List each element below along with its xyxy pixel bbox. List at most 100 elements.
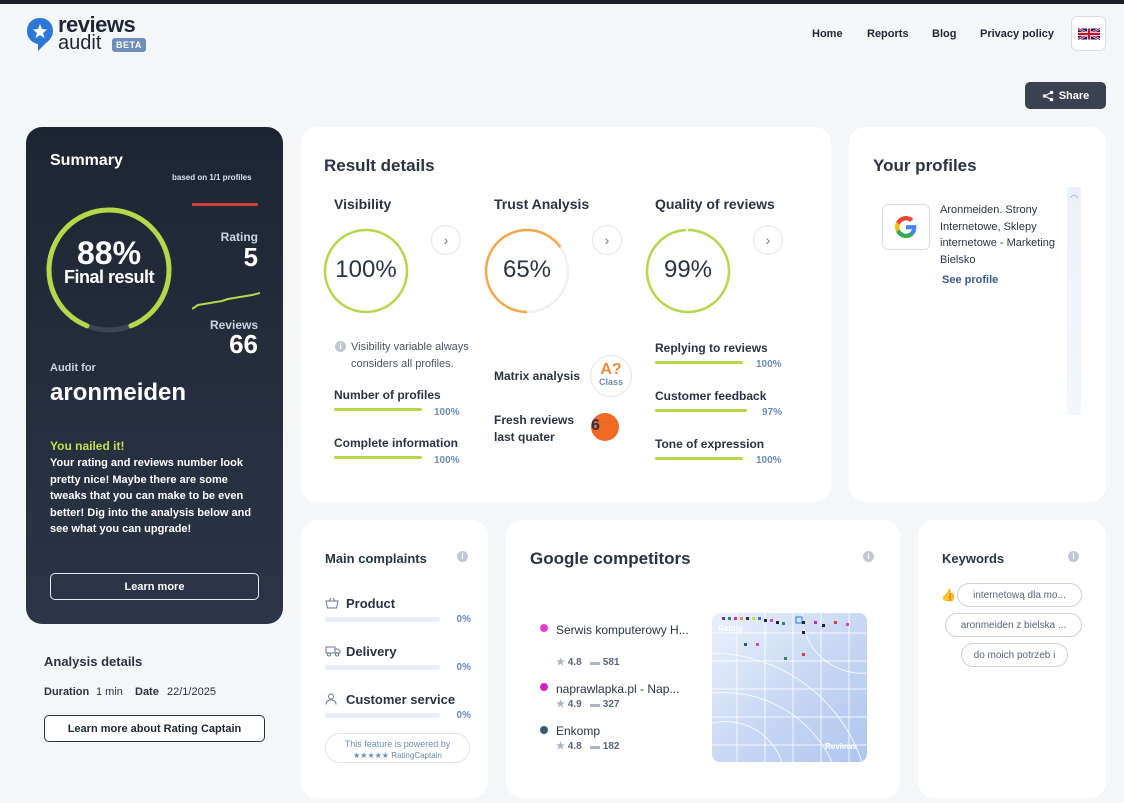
your-profiles-title: Your profiles — [873, 156, 977, 175]
reviews-value: 66 — [229, 329, 258, 359]
share-button[interactable]: Share — [1025, 82, 1106, 109]
complaint-delivery-label: Delivery — [346, 644, 397, 659]
basket-icon — [325, 597, 339, 609]
matrix-class-badge: A? Class — [590, 355, 632, 397]
info-icon: i — [335, 341, 346, 352]
date-label: Date — [135, 686, 159, 698]
customer-feedback-bar — [655, 409, 747, 412]
info-icon[interactable]: i — [457, 551, 468, 562]
chevron-up-icon[interactable]: ︿ — [1069, 189, 1079, 199]
main-complaints-title: Main complaints — [325, 551, 427, 566]
profile-name: Aronmeiden. Strony Internetowe, Sklepy i… — [940, 204, 1055, 266]
complete-information-bar — [334, 456, 422, 459]
keyword-chip[interactable]: internetową dla mo... — [957, 583, 1082, 607]
replying-label: Replying to reviews — [655, 341, 768, 355]
complaint-product-label: Product — [346, 596, 396, 611]
chevron-right-icon: › — [443, 232, 449, 248]
number-of-profiles-bar — [334, 408, 422, 411]
keyword-chip[interactable]: do moich potrzeb i — [961, 643, 1068, 667]
visibility-title: Visibility — [334, 196, 392, 212]
complaint-product-bar — [325, 617, 440, 622]
beta-badge: BETA — [112, 38, 146, 52]
trust-expand-button[interactable]: › — [592, 225, 622, 255]
tone-bar — [655, 457, 743, 460]
fresh-reviews-label: Fresh reviews last quater — [494, 413, 575, 444]
powered-by-badge[interactable]: This feature is powered by ★★★★★ RatingC… — [325, 733, 470, 763]
summary-based-on: based on 1/1 profiles — [172, 173, 252, 182]
complaint-service-label: Customer service — [346, 692, 456, 707]
rating-line — [192, 203, 258, 206]
audit-name: aronmeiden — [50, 379, 187, 406]
nav-blog[interactable]: Blog — [932, 28, 957, 40]
see-profile-link[interactable]: See profile — [942, 274, 999, 286]
customer-feedback-pct: 97% — [762, 407, 783, 418]
powered-by-brand: ★★★★★ RatingCaptain — [353, 751, 442, 760]
trust-value: 65% — [502, 256, 552, 283]
number-of-profiles-label: Number of profiles — [334, 388, 441, 402]
trust-analysis-title: Trust Analysis — [494, 196, 590, 212]
logo-icon[interactable] — [25, 16, 55, 52]
competitor-3-reviews: 182 — [602, 741, 620, 752]
powered-by-text: This feature is powered by — [344, 739, 451, 749]
quality-expand-button[interactable]: › — [753, 225, 783, 255]
nav-privacy-policy[interactable]: Privacy policy — [980, 28, 1054, 40]
matrix-class-label: Class — [598, 377, 624, 387]
main-complaints-card: Main complaints i Product 0% Delivery 0%… — [301, 520, 488, 798]
final-result-ring — [46, 207, 172, 333]
star-icon: ★ — [556, 741, 565, 752]
keywords-title: Keywords — [942, 551, 1005, 566]
share-label: Share — [1058, 89, 1090, 102]
result-details-card: Result details Visibility › 100% i Visib… — [301, 127, 831, 502]
competitor-3-rating: 4.8 — [567, 741, 582, 752]
complaint-service-bar — [325, 713, 440, 718]
fresh-reviews-value: 6 — [591, 417, 600, 434]
competitor-matrix[interactable]: Rating Reviews — [712, 613, 867, 762]
competitor-1-name[interactable]: Serwis komputerowy H... — [556, 623, 689, 637]
star-icon: ★ — [556, 699, 565, 710]
visibility-expand-button[interactable]: › — [431, 225, 461, 255]
rating-label: Rating — [220, 230, 258, 244]
complaint-delivery-pct: 0% — [456, 662, 471, 673]
summary-card: Summary based on 1/1 profiles 88% Final … — [26, 127, 283, 624]
learn-more-rating-captain-button[interactable]: Learn more about Rating Captain — [44, 715, 265, 742]
nav-home[interactable]: Home — [812, 28, 843, 40]
quality-of-reviews-title: Quality of reviews — [655, 196, 775, 212]
language-flag-button[interactable] — [1071, 16, 1106, 51]
top-edge-bar — [0, 0, 1124, 4]
matrix-y-label: Rating — [718, 624, 743, 633]
matrix-analysis-label: Matrix analysis — [494, 369, 581, 383]
nav-reports[interactable]: Reports — [867, 28, 909, 40]
summary-title: Summary — [50, 152, 123, 169]
google-profile-logo[interactable] — [882, 204, 930, 250]
replying-bar — [655, 361, 743, 364]
complaint-product-pct: 0% — [456, 614, 471, 625]
uk-flag-icon — [1077, 27, 1100, 40]
tone-pct: 100% — [756, 455, 782, 466]
info-icon[interactable]: i — [863, 551, 874, 562]
profiles-scrollbar[interactable]: ︿ — [1067, 187, 1081, 415]
google-icon — [895, 216, 917, 238]
google-competitors-card: Google competitors i Serwis komputerowy … — [506, 520, 900, 798]
share-icon — [1042, 90, 1054, 101]
delivery-truck-icon — [325, 646, 341, 657]
competitor-3-meta: ★ 4.8 ▬ 182 — [556, 741, 619, 752]
nailed-text: Your rating and reviews number look pret… — [50, 457, 252, 535]
complete-information-label: Complete information — [334, 436, 459, 450]
matrix-grade: A? — [600, 361, 622, 378]
competitor-2-name[interactable]: naprawlapka.pl - Nap... — [556, 682, 680, 696]
info-icon[interactable]: i — [1068, 551, 1079, 562]
keyword-chip[interactable]: aronmeiden z bielska ... — [945, 613, 1082, 637]
final-result-label: Final result — [63, 267, 155, 287]
fresh-reviews-badge: 6 — [591, 413, 619, 441]
competitor-3-name[interactable]: Enkomp — [556, 724, 601, 738]
complaint-service-pct: 0% — [456, 710, 471, 721]
comment-icon: ▬ — [590, 657, 600, 668]
keywords-card: Keywords i 👍 internetową dla mo... aronm… — [918, 520, 1106, 798]
duration-value: 1 min — [96, 686, 123, 698]
competitor-1-meta: ★ 4.8 ▬ 581 — [556, 657, 619, 668]
competitor-2-reviews: 327 — [602, 699, 620, 710]
learn-more-button[interactable]: Learn more — [50, 573, 259, 600]
competitor-2-rating: 4.9 — [567, 699, 582, 710]
matrix-points — [722, 616, 849, 660]
duration-label: Duration — [44, 686, 90, 698]
